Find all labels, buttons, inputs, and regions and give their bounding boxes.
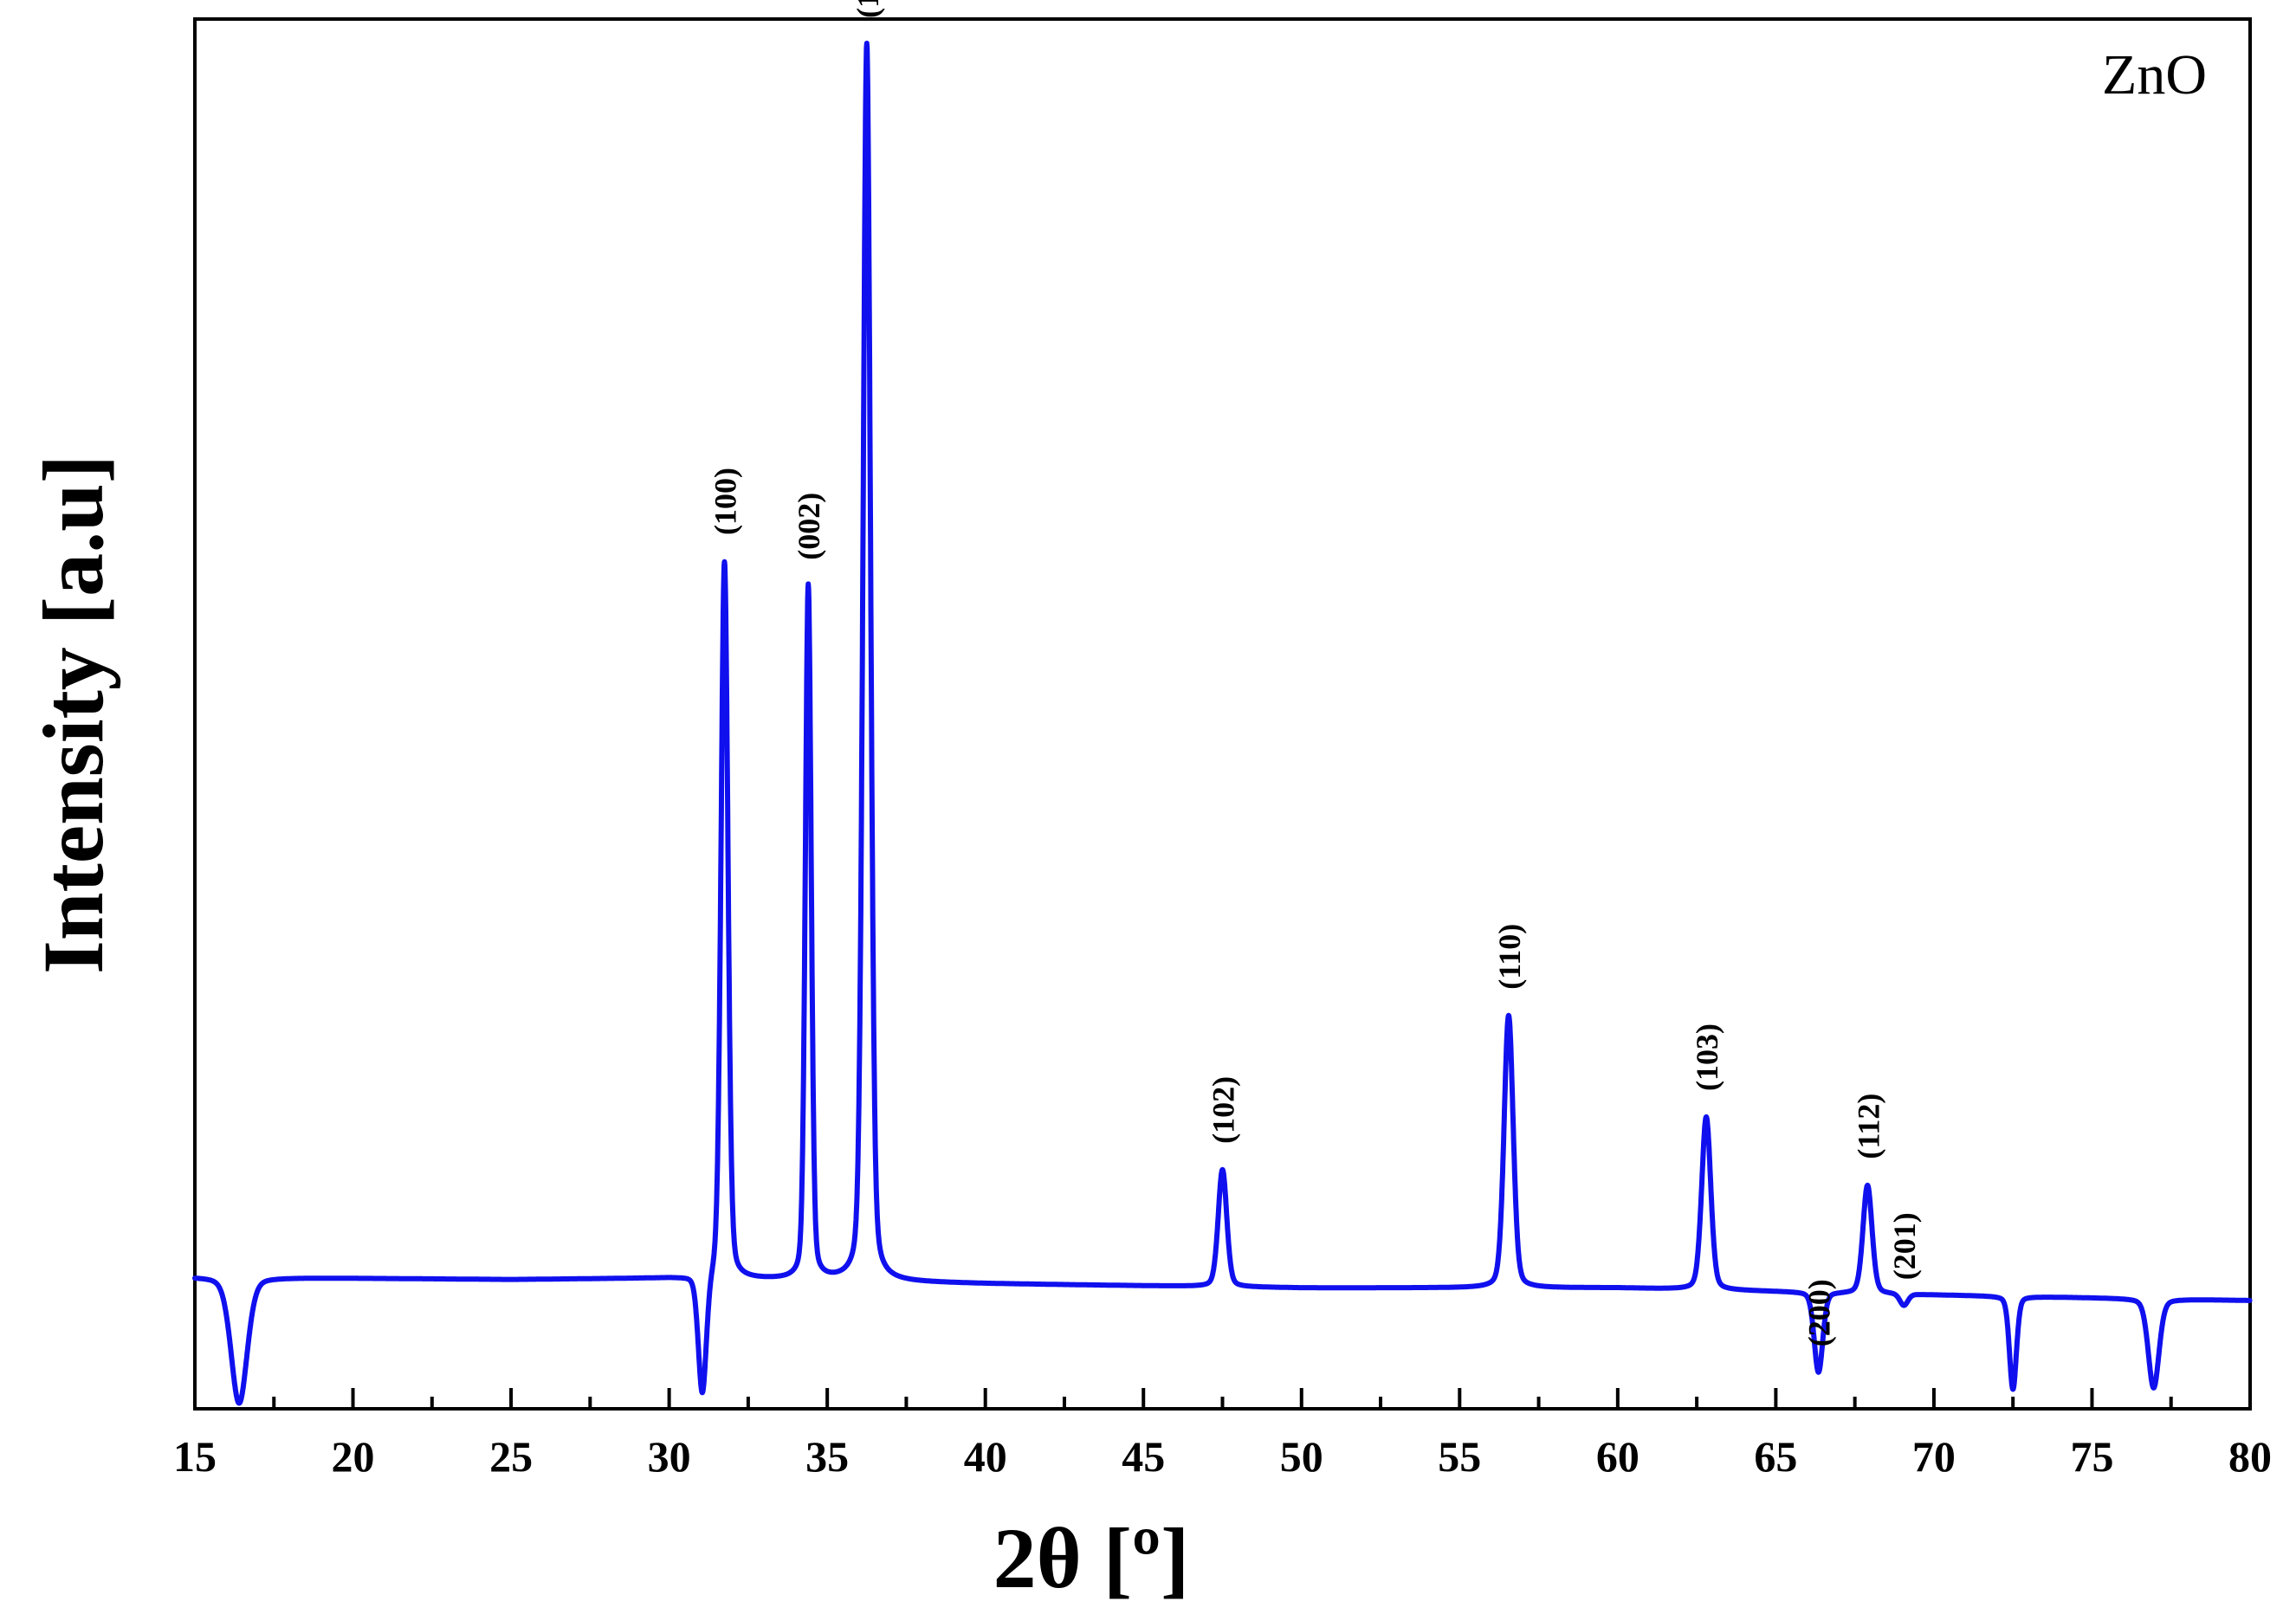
x-tick-label: 75 <box>2070 1432 2113 1481</box>
y-axis-title: Intensity [a.u] <box>25 455 121 974</box>
x-tick-label: 55 <box>1438 1432 1481 1481</box>
xrd-pattern-line <box>192 41 2253 1406</box>
peak-label: (102) <box>1206 1076 1241 1144</box>
sample-label: ZnO <box>2102 43 2207 107</box>
peak-label: (100) <box>708 468 743 535</box>
peak-label: (002) <box>792 493 826 560</box>
x-tick-label: 30 <box>648 1432 691 1481</box>
peak-label: (103) <box>1690 1023 1724 1091</box>
x-axis-title: 2θ [º] <box>993 1510 1190 1606</box>
x-tick-label: 40 <box>964 1432 1007 1481</box>
x-tick-label: 80 <box>2228 1432 2272 1481</box>
plot-frame <box>193 17 2252 1411</box>
x-tick-label: 35 <box>805 1432 849 1481</box>
peak-label: (101) <box>850 0 885 18</box>
x-tick-label: 15 <box>173 1432 217 1481</box>
x-tick-label: 50 <box>1280 1432 1323 1481</box>
peak-labels: (100) (002) (101) (102) (110) (103) (200) (112)… <box>708 0 1923 1346</box>
x-axis-tick-labels: 15 20 25 30 35 40 45 50 55 60 65 70 75 80 <box>173 1432 2272 1481</box>
x-tick-label: 45 <box>1122 1432 1165 1481</box>
x-tick-label: 65 <box>1754 1432 1797 1481</box>
peak-label: (200) <box>1802 1279 1837 1346</box>
x-tick-label: 60 <box>1596 1432 1640 1481</box>
x-tick-label: 70 <box>1912 1432 1956 1481</box>
peak-label: (110) <box>1492 924 1527 990</box>
x-tick-label: 25 <box>489 1432 533 1481</box>
peak-label: (201) <box>1887 1212 1922 1280</box>
x-axis-ticks <box>193 1388 2252 1409</box>
x-tick-label: 20 <box>332 1432 375 1481</box>
peak-label: (112) <box>1851 1094 1885 1159</box>
